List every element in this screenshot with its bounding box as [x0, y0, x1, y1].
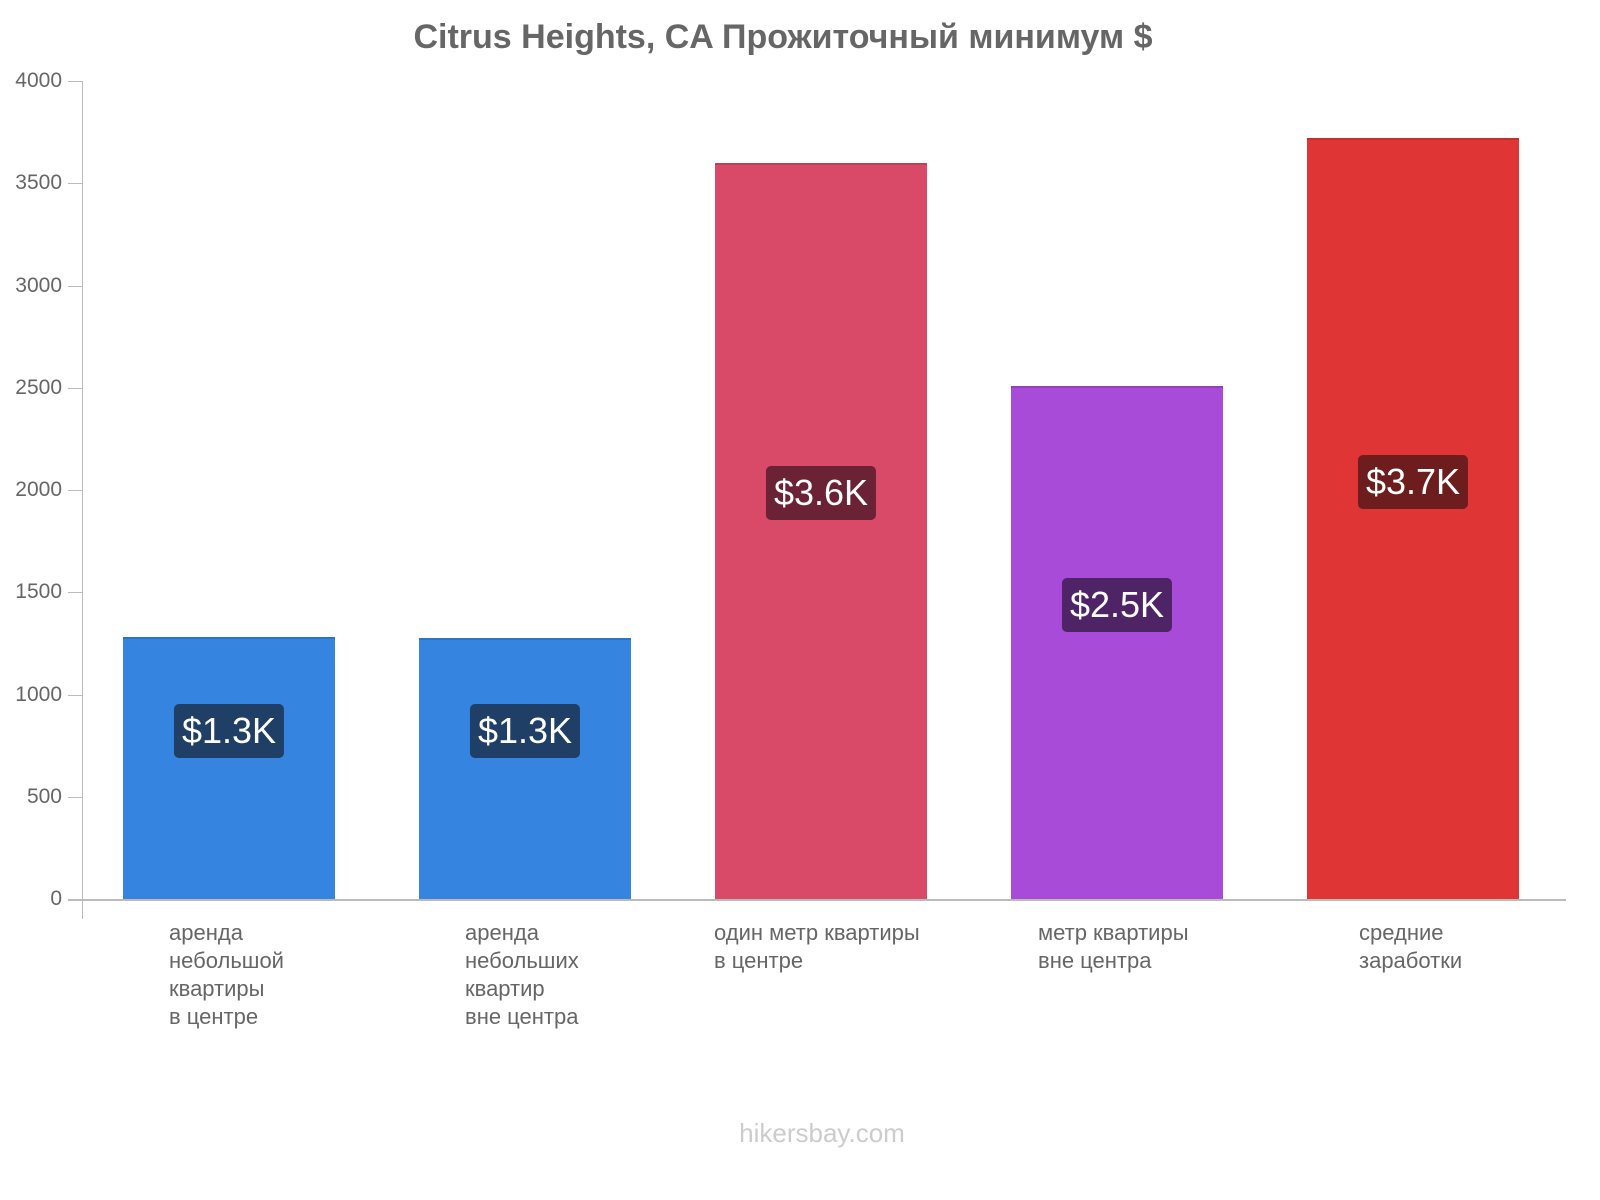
y-tick-label: 1000	[15, 682, 62, 706]
bar-value-label: $3.7K	[1357, 455, 1469, 509]
bar[interactable]	[419, 638, 631, 899]
x-axis-line	[68, 899, 1566, 901]
bar[interactable]	[715, 162, 927, 899]
y-tick-mark	[68, 796, 82, 798]
y-tick-mark	[68, 592, 82, 594]
bar[interactable]	[123, 637, 335, 899]
y-tick-mark	[68, 694, 82, 696]
y-tick-mark	[68, 183, 82, 185]
x-category-label: средние заработки	[1359, 920, 1463, 973]
x-category-label: метр квартиры вне центра	[1038, 920, 1189, 973]
bar[interactable]	[1011, 385, 1223, 899]
y-tick-label: 2000	[15, 478, 62, 501]
y-tick-label: 0	[50, 887, 62, 910]
y-tick-mark	[68, 81, 82, 82]
y-tick-mark	[68, 387, 82, 389]
y-axis-line	[82, 81, 83, 919]
bar-value-label: $3.6K	[765, 466, 877, 520]
y-tick-label: 3000	[15, 273, 62, 297]
y-tick-mark	[68, 285, 82, 287]
y-tick-label: 4000	[15, 69, 62, 92]
bar-value-label: $2.5K	[1061, 578, 1173, 632]
x-category-label: аренда небольшой квартиры в центре	[169, 920, 284, 1029]
x-category-label: один метр квартиры в центре	[714, 920, 920, 973]
y-tick-mark	[68, 490, 82, 491]
y-tick-label: 2500	[15, 375, 62, 399]
x-category-label: аренда небольших квартир вне центра	[465, 920, 579, 1029]
y-tick-label: 1500	[15, 580, 62, 604]
y-tick-label: 500	[26, 784, 62, 808]
watermark: hikersbay.com	[739, 1118, 905, 1148]
bar-value-label: $1.3K	[469, 704, 581, 758]
bar[interactable]	[1307, 138, 1519, 899]
bar-value-label: $1.3K	[173, 704, 285, 758]
chart-title: Citrus Heights, CA Прожиточный минимум $	[413, 18, 1153, 56]
y-tick-label: 3500	[15, 171, 62, 195]
